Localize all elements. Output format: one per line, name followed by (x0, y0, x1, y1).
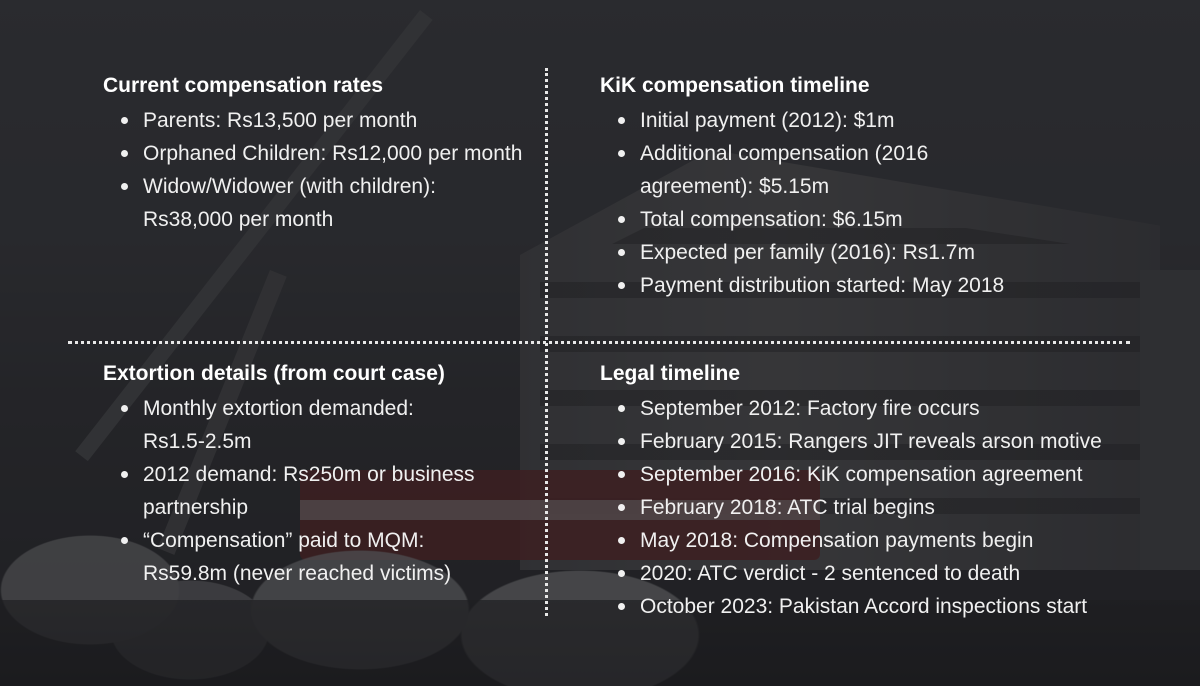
list-item: May 2018: Compensation payments begin (600, 524, 1190, 557)
horizontal-divider (68, 341, 1130, 344)
extortion-panel: Extortion details (from court case) Mont… (103, 360, 528, 590)
list-item: October 2023: Pakistan Accord inspection… (600, 590, 1190, 623)
list-item: Widow/Widower (with children): Rs38,000 … (103, 170, 528, 236)
kik-timeline-panel: KiK compensation timeline Initial paymen… (600, 72, 1190, 302)
list-item: 2020: ATC verdict - 2 sentenced to death (600, 557, 1190, 590)
current-rates-title: Current compensation rates (103, 74, 384, 97)
list-item: 2012 demand: Rs250m or business partners… (103, 458, 528, 524)
list-item: September 2016: KiK compensation agreeme… (600, 458, 1190, 491)
list-item: Initial payment (2012): $1m (600, 104, 1040, 137)
list-item: Total compensation: $6.15m (600, 203, 1040, 236)
list-item: Parents: Rs13,500 per month (103, 104, 528, 137)
kik-timeline-list: Initial payment (2012): $1m Additional c… (600, 104, 1040, 302)
list-item: Payment distribution started: May 2018 (600, 269, 1040, 302)
current-rates-panel: Current compensation rates Parents: Rs13… (103, 72, 528, 236)
list-item: Expected per family (2016): Rs1.7m (600, 236, 1040, 269)
list-item: February 2015: Rangers JIT reveals arson… (600, 425, 1190, 458)
list-item: Orphaned Children: Rs12,000 per month (103, 137, 528, 170)
legal-timeline-panel: Legal timeline September 2012: Factory f… (600, 360, 1190, 623)
kik-timeline-title: KiK compensation timeline (600, 74, 870, 97)
list-item: February 2018: ATC trial begins (600, 491, 1190, 524)
extortion-title: Extortion details (from court case) (103, 362, 445, 385)
list-item: Monthly extortion demanded: Rs1.5-2.5m (103, 392, 463, 458)
list-item: September 2012: Factory fire occurs (600, 392, 1190, 425)
list-item: Additional compensation (2016 agreement)… (600, 137, 1040, 203)
legal-timeline-title: Legal timeline (600, 362, 741, 385)
extortion-list: Monthly extortion demanded: Rs1.5-2.5m 2… (103, 392, 528, 590)
legal-timeline-list: September 2012: Factory fire occurs Febr… (600, 392, 1190, 623)
list-item: “Compensation” paid to MQM: Rs59.8m (nev… (103, 524, 493, 590)
current-rates-list: Parents: Rs13,500 per month Orphaned Chi… (103, 104, 528, 236)
